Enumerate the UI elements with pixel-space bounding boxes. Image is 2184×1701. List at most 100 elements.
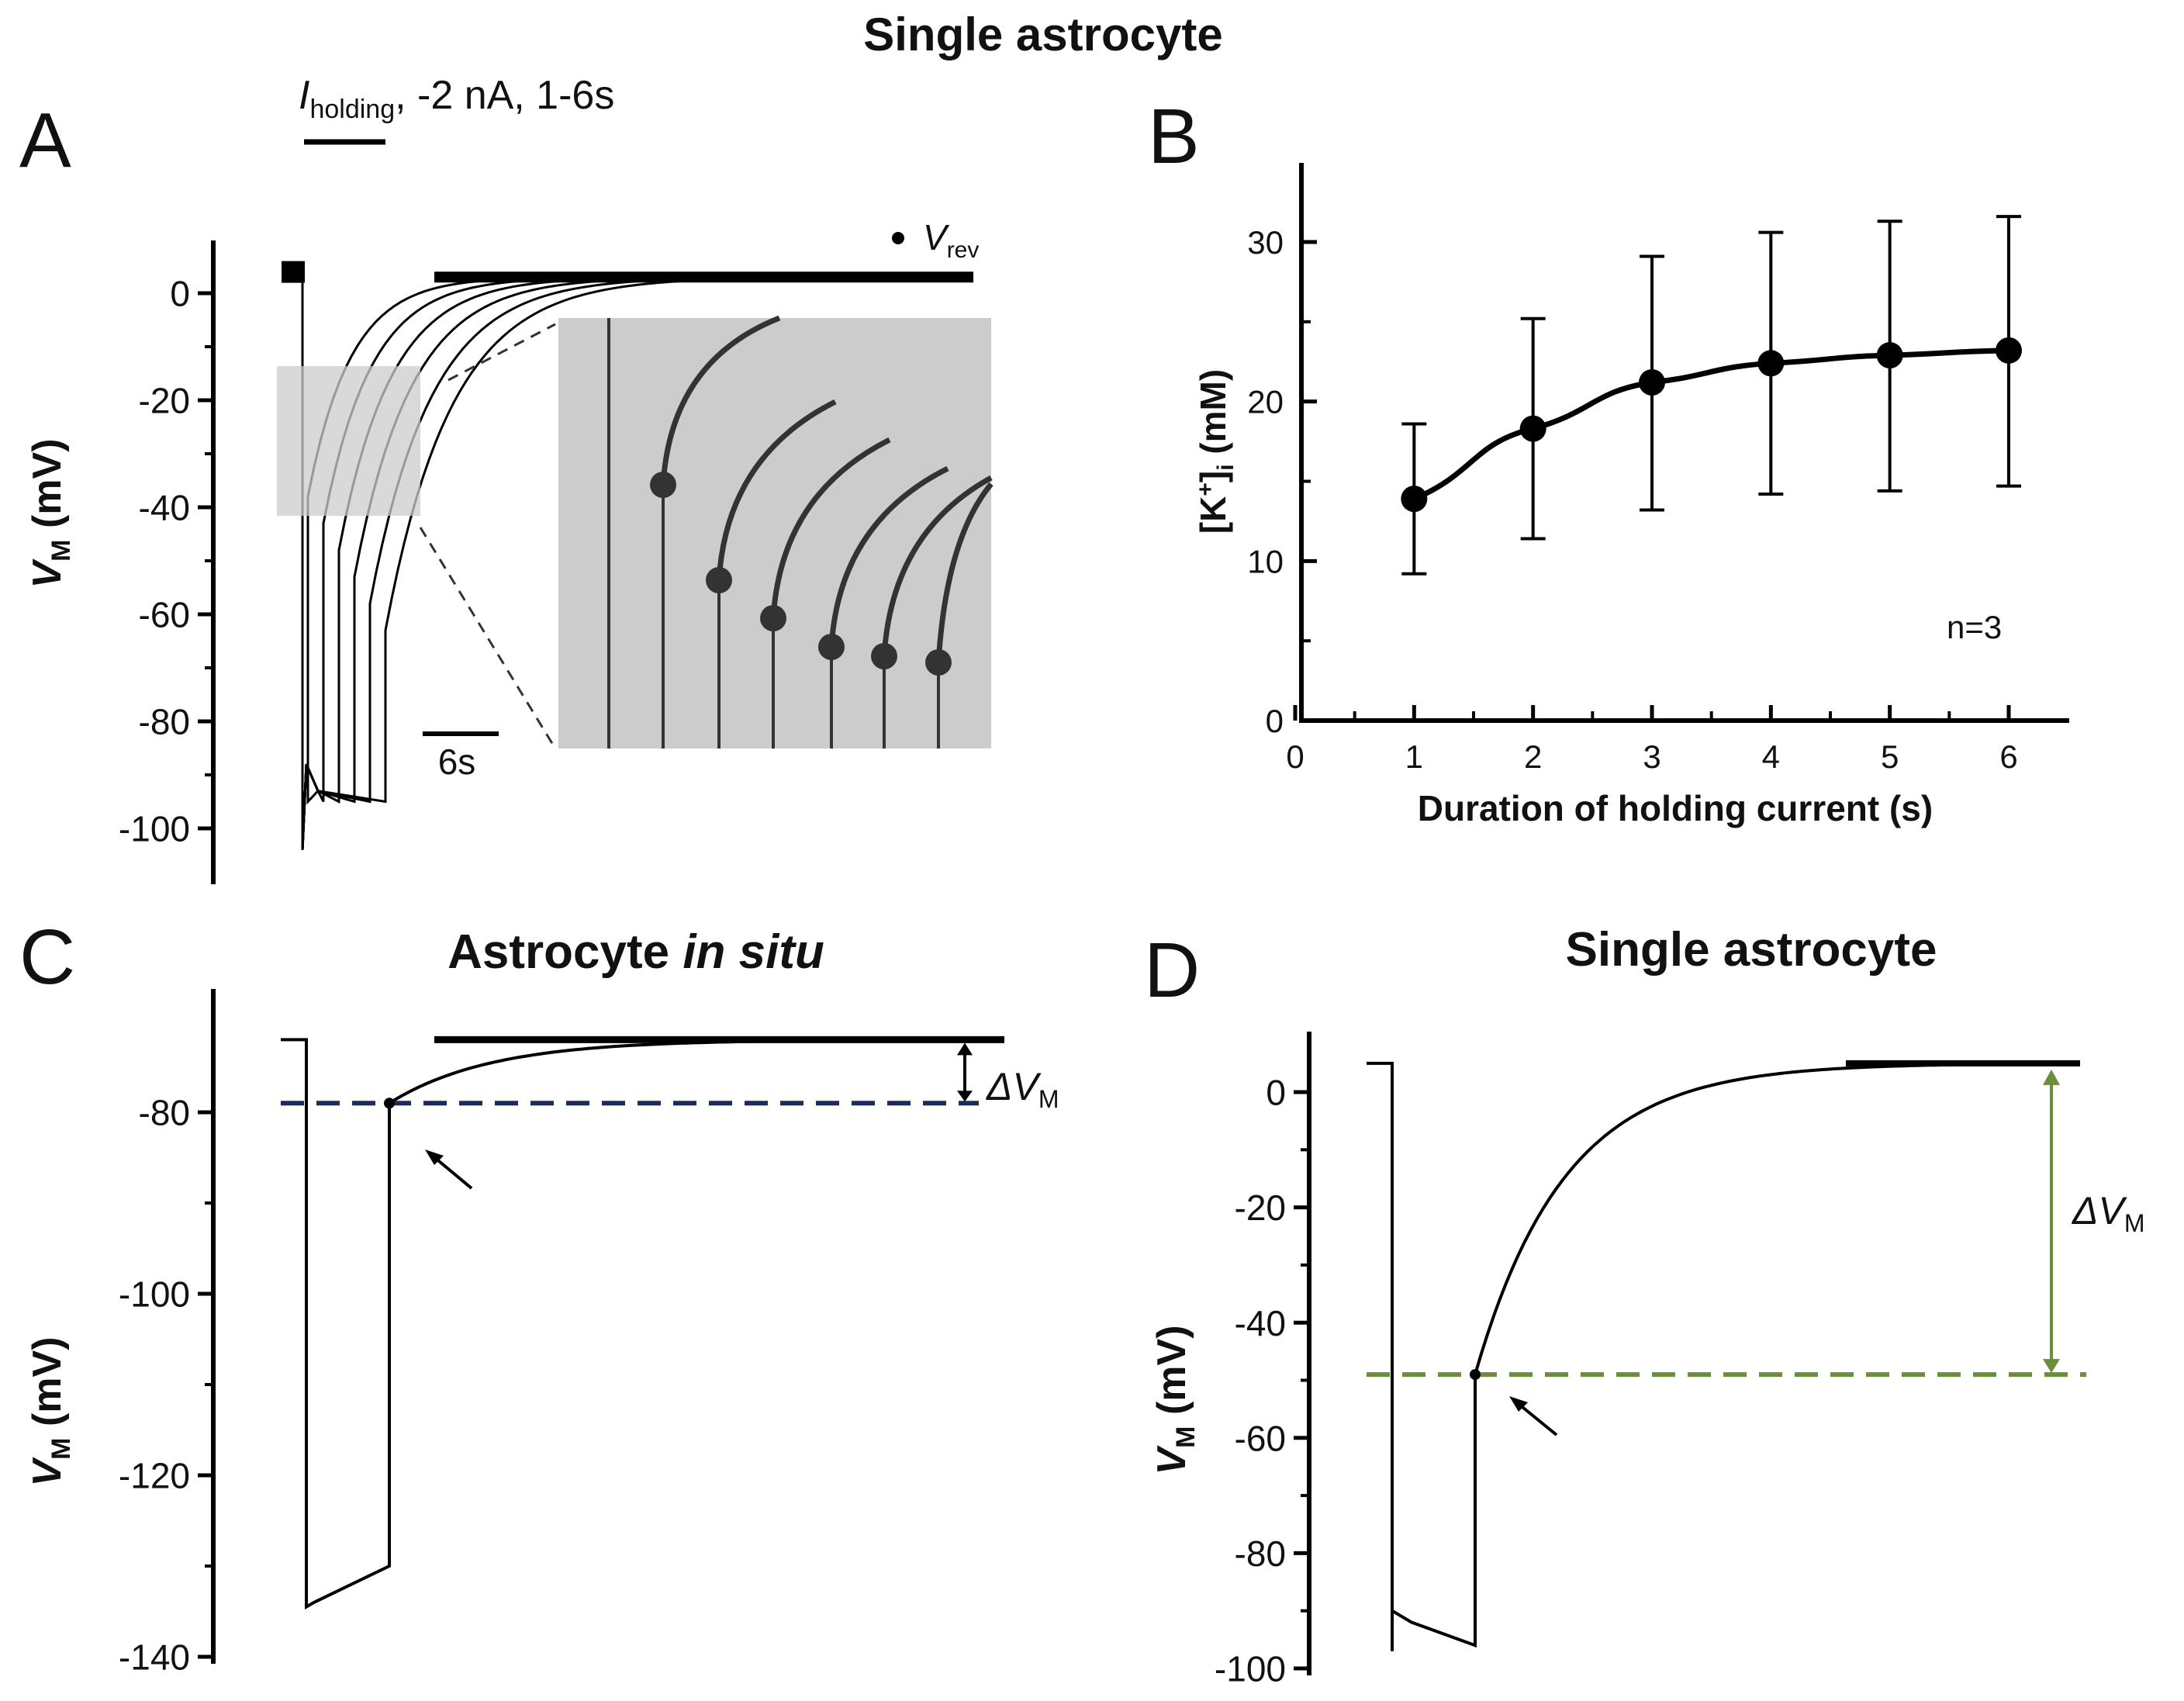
b-y-tick-label: 30	[1247, 224, 1284, 261]
c-delta-v: ΔV	[986, 1065, 1042, 1108]
stim-symbol: I	[299, 73, 309, 118]
y-tick-label: -100	[119, 809, 190, 849]
legend-v: V	[923, 217, 950, 258]
inset-recovery-2	[716, 399, 837, 581]
d-delta-arrow-down	[2043, 1359, 2060, 1374]
y-tick-label: -60	[139, 595, 190, 635]
b-x-tick-label: 2	[1524, 738, 1542, 775]
b-ylabel-open: [K	[1193, 496, 1233, 534]
y-tick-label: -20	[1235, 1188, 1286, 1228]
panel-d-title: Single astrocyte	[1566, 923, 1937, 977]
panel-c-delta-label: ΔVM	[986, 1065, 1059, 1113]
c-delta-arrow-down	[957, 1091, 973, 1102]
d-ylabel-sub: M	[1171, 1426, 1201, 1447]
panel-b-ticks: 0 10 20 30 0 1 2 3 4 5 6	[1247, 224, 2017, 775]
panel-c-title: Astrocyte in situ	[448, 925, 824, 979]
panel-b-plot	[1401, 215, 2022, 576]
b-x-tick-label: 4	[1762, 738, 1780, 775]
c-delta-arrow-up	[957, 1042, 973, 1056]
y-tick-label: -100	[1215, 1649, 1286, 1689]
panel-d-ticks: 0 -20 -40 -60 -80 -100	[1215, 1073, 1309, 1689]
inset-vrev-point-6	[925, 649, 952, 676]
inset-recovery-6	[935, 482, 994, 663]
panel-c-title-italic: in situ	[682, 925, 824, 979]
panel-b-xlabel: Duration of holding current (s)	[1418, 788, 1933, 828]
inset-recovery-1	[660, 315, 781, 486]
b-x-tick-label: 1	[1405, 738, 1423, 775]
y-tick-label: -120	[119, 1456, 190, 1496]
c-arrow-shaft	[433, 1156, 473, 1190]
y-tick-label: -40	[1235, 1303, 1286, 1343]
c-arrow-head	[425, 1150, 444, 1165]
panel-c-plot	[281, 1035, 1004, 1610]
c-ylabel-sub: M	[47, 1437, 76, 1459]
panel-d-letter: D	[1144, 927, 1200, 1014]
panel-a: A Iholding, -2 nA, 1-6s VM (mV) 0-20-40-…	[19, 73, 994, 884]
inset-source-box	[277, 366, 420, 516]
b-series-line	[1412, 347, 2009, 502]
b-data-point	[1757, 350, 1785, 377]
panel-d-plot	[1367, 1060, 2086, 1651]
c-ylabel-unit: (mV)	[25, 1336, 70, 1437]
ylabel-v: V	[25, 558, 70, 589]
panel-c-ticks: -80 -100 -120 -140	[119, 1093, 213, 1678]
b-ylabel-unit: (mM)	[1193, 369, 1233, 465]
panel-d: D Single astrocyte VM (mV) 0-20-40-60-80…	[1144, 923, 2145, 1689]
b-data-point	[1876, 342, 1903, 369]
inset-recovery-5	[881, 475, 993, 657]
legend-marker	[892, 232, 904, 244]
inset-vrev-point-3	[760, 605, 786, 631]
b-x-tick-label: 0	[1286, 738, 1304, 775]
y-tick-label: -80	[139, 702, 190, 742]
inset-vrev-point-1	[650, 472, 676, 498]
inset-vrev-point-4	[818, 634, 845, 660]
b-y-tick-label: 20	[1247, 384, 1284, 420]
b-x-tick-label: 5	[1881, 738, 1899, 775]
d-delta-v: ΔV	[2072, 1189, 2128, 1233]
c-delta-sub: M	[1038, 1085, 1059, 1113]
panel-c: C Astrocyte in situ VM (mV) -80-100-120-…	[19, 914, 1059, 1678]
panel-d-ylabel: VM (mV)	[1149, 1325, 1201, 1475]
legend-sub: rev	[947, 237, 980, 263]
inset-vrev-point-5	[871, 643, 897, 669]
panel-a-legend: Vrev	[923, 217, 979, 263]
panel-a-traces	[282, 261, 973, 850]
d-arrow-shaft	[1517, 1402, 1558, 1437]
stim-text: , -2 nA, 1-6s	[395, 73, 614, 118]
y-tick-label: -100	[119, 1274, 190, 1315]
ylabel-sub: M	[47, 539, 76, 561]
b-x-tick-label: 3	[1643, 738, 1660, 775]
panel-a-ylabel: VM (mV)	[25, 438, 76, 588]
panel-c-letter: C	[19, 914, 75, 1001]
panel-a-ticks: 0 -20 -40 -60 -80 -100	[119, 274, 213, 849]
y-tick-label: -20	[139, 381, 190, 421]
b-data-point	[1639, 368, 1665, 396]
inset-connector-top	[448, 323, 556, 382]
d-ylabel-v: V	[1149, 1445, 1194, 1475]
inset-recovery-4	[828, 465, 949, 648]
inset-connector-bottom	[419, 527, 557, 749]
b-ylabel-sup: +	[1193, 482, 1218, 496]
panel-a-letter: A	[19, 97, 71, 184]
b-data-point	[1519, 415, 1546, 442]
panel-c-title-plain: Astrocyte	[448, 925, 682, 979]
d-delta-arrow-up	[2043, 1069, 2060, 1085]
d-voltage-trace	[1367, 1061, 2078, 1651]
b-data-point	[1401, 486, 1428, 513]
c-voltage-trace	[281, 1038, 1004, 1610]
d-ylabel-unit: (mV)	[1149, 1325, 1194, 1426]
prestim-baseline	[282, 261, 305, 283]
b-ylabel-sub: i	[1213, 464, 1239, 470]
b-ylabel-close: ]	[1193, 471, 1233, 482]
b-x-tick-label: 6	[1999, 738, 2017, 775]
b-data-point	[1996, 337, 2022, 364]
panel-b-annotation: n=3	[1947, 609, 2002, 645]
inset-recovery-3	[770, 437, 891, 619]
y-tick-label: -80	[139, 1093, 190, 1133]
d-delta-sub: M	[2124, 1209, 2145, 1237]
panel-b-letter: B	[1148, 93, 1200, 180]
c-release-point	[384, 1098, 395, 1109]
c-ylabel-v: V	[25, 1457, 70, 1487]
stim-subscript: holding	[309, 95, 395, 124]
